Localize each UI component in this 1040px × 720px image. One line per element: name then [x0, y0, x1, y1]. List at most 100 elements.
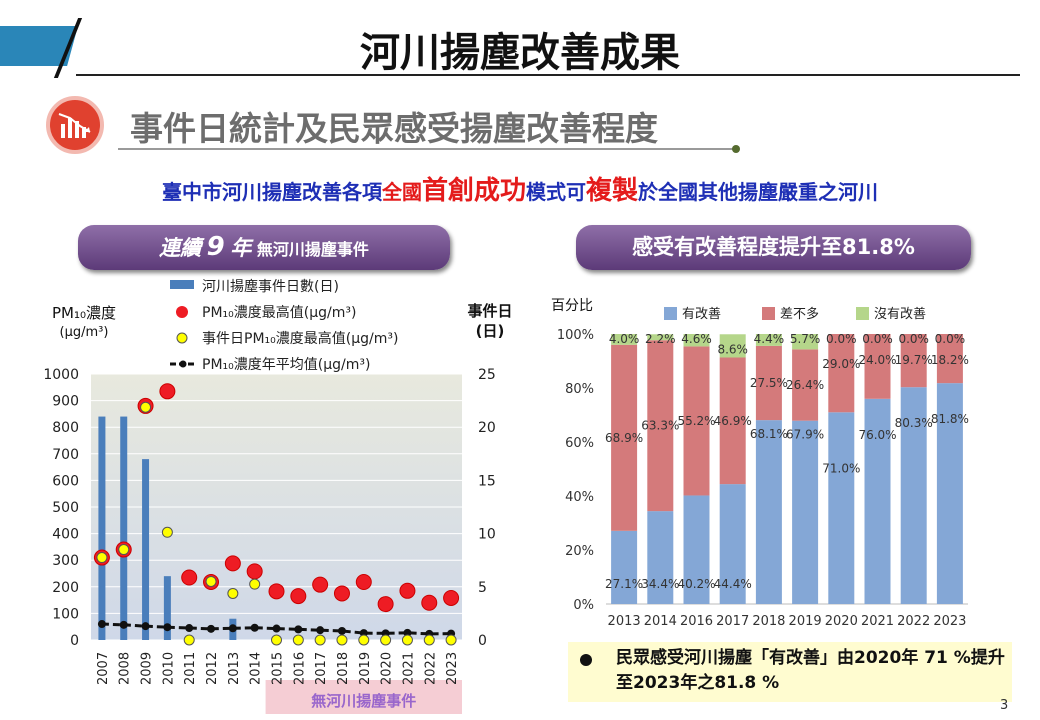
x-axis-tick: 2018	[336, 652, 351, 685]
y-axis-title: 百分比	[551, 298, 593, 314]
stacked-segment-improved	[900, 387, 927, 604]
legend-swatch-red	[176, 306, 188, 318]
data-label-improved: 80.3%	[895, 416, 933, 430]
annual-average-point	[316, 626, 325, 635]
x-axis-tick: 2022	[423, 652, 438, 685]
data-label-improved: 81.8%	[931, 412, 969, 426]
data-label-not-improved: 0.0%	[898, 332, 929, 346]
stacked-segment-same	[755, 345, 782, 421]
event-day-pm10-marker	[423, 634, 435, 646]
event-day-pm10-marker	[227, 587, 239, 599]
data-label-not-improved: 8.6%	[717, 343, 748, 357]
annual-average-point	[119, 620, 128, 629]
pill-number: 9	[206, 232, 225, 262]
data-label-not-improved: 4.4%	[754, 332, 785, 346]
y-axis-tick: 0%	[573, 598, 594, 613]
pm10-max-marker	[355, 574, 372, 591]
pm10-max-marker	[181, 569, 198, 586]
left-axis-tick: 300	[52, 553, 79, 569]
data-label-improved: 44.4%	[714, 577, 752, 591]
bullet-icon	[580, 654, 592, 666]
data-label-same: 68.9%	[605, 431, 643, 445]
data-label-same: 27.5%	[750, 376, 788, 390]
x-axis-tick: 2016	[680, 614, 713, 629]
event-day-pm10-marker	[96, 552, 108, 564]
event-day-pm10-marker	[161, 526, 173, 538]
x-axis-tick: 2017	[314, 652, 329, 685]
x-axis-tick: 2020	[825, 614, 858, 629]
data-label-improved: 68.1%	[750, 427, 788, 441]
pm10-max-marker	[421, 594, 438, 611]
left-axis-title: PM₁₀濃度	[52, 304, 116, 322]
x-axis-tick: 2007	[96, 652, 111, 685]
pm10-max-marker	[333, 585, 350, 602]
stacked-segment-improved	[647, 511, 674, 604]
left-axis-tick: 500	[52, 500, 79, 516]
event-day-pm10-marker	[292, 634, 304, 646]
annual-average-point	[163, 623, 172, 632]
x-axis-tick: 2019	[789, 614, 822, 629]
left-axis-tick: 200	[52, 580, 79, 596]
data-label-same: 46.9%	[714, 414, 752, 428]
stacked-segment-improved	[792, 420, 819, 604]
section-title: 事件日統計及民眾感受揚塵改善程度	[130, 109, 658, 148]
event-day-pm10-marker	[314, 634, 326, 646]
legend-swatch-bar	[170, 280, 194, 289]
data-label-not-improved: 0.0%	[935, 332, 966, 346]
event-day-pm10-marker	[401, 634, 413, 646]
left-axis-tick: 800	[52, 420, 79, 436]
stacked-segment-same	[936, 334, 963, 384]
legend-label: 事件日PM₁₀濃度最高值(μg/m³)	[202, 330, 398, 347]
y-axis-tick: 80%	[565, 382, 594, 397]
event-day-pm10-marker	[140, 401, 152, 413]
x-axis-tick: 2015	[271, 652, 286, 685]
event-days-bar	[98, 416, 106, 640]
event-day-pm10-marker	[271, 634, 282, 646]
data-label-not-improved: 5.7%	[790, 332, 821, 346]
improvement-pill: 感受有改善程度提升至81.8%	[576, 225, 971, 270]
stacked-segment-same	[611, 344, 638, 531]
stacked-segment-improved	[611, 530, 638, 604]
annual-average-point	[337, 626, 346, 635]
x-axis-tick: 2014	[644, 614, 677, 629]
subtitle-highlight: 首創成功	[421, 176, 526, 206]
title-divider	[76, 74, 1020, 76]
summary-text: 民眾感受河川揚塵「有改善」由2020年 71 %提升至2023年之81.8 %	[616, 648, 1005, 693]
subtitle-highlight: 全國	[381, 180, 422, 204]
x-axis-tick: 2019	[358, 652, 373, 685]
subtitle-part: 模式可	[526, 180, 586, 204]
y-axis-tick: 40%	[565, 490, 594, 505]
stacked-segment-same	[647, 340, 674, 512]
x-axis-tick: 2011	[183, 652, 198, 685]
stacked-segment-improved	[828, 412, 855, 604]
pm10-max-marker	[246, 563, 263, 580]
data-label-improved: 67.9%	[786, 428, 824, 442]
data-label-same: 63.3%	[641, 419, 679, 433]
legend-label: 有改善	[682, 306, 721, 322]
data-label-improved: 27.1%	[605, 577, 643, 591]
event-days-bar	[163, 576, 171, 640]
left-axis-tick: 700	[52, 447, 79, 463]
left-axis-tick: 0	[70, 633, 79, 649]
x-axis-tick: 2016	[292, 652, 307, 685]
stacked-segment-same	[864, 334, 891, 399]
stacked-segment-not-improved	[755, 334, 782, 346]
pill-unit: 年	[230, 236, 252, 260]
subtitle: 臺中市河川揚塵改善各項全國首創成功模式可複製於全國其他揚塵嚴重之河川	[0, 170, 1040, 207]
right-axis-tick: 25	[478, 367, 496, 383]
legend-swatch	[762, 307, 775, 320]
data-label-not-improved: 2.2%	[645, 332, 676, 346]
bar-chart-icon-graphic	[58, 113, 91, 138]
stacked-segment-improved	[936, 383, 963, 604]
right-axis-title: 事件日	[467, 302, 512, 320]
data-label-improved: 40.2%	[677, 577, 715, 591]
annual-average-line	[101, 622, 452, 636]
x-axis-tick: 2009	[140, 652, 155, 685]
stacked-segment-same	[683, 346, 710, 496]
stacked-segment-same	[719, 357, 746, 485]
pm10-event-chart: 無河川揚塵事件 0 100 200 300 400 500 600 700 800 900 1000 0…	[43, 278, 513, 714]
summary-box: 民眾感受河川揚塵「有改善」由2020年 71 %提升至2023年之81.8 %	[568, 642, 1012, 702]
x-axis-tick: 2013	[227, 652, 242, 685]
subtitle-part: 於全國其他揚塵嚴重之河川	[638, 180, 879, 204]
data-label-same: 26.4%	[786, 378, 824, 392]
